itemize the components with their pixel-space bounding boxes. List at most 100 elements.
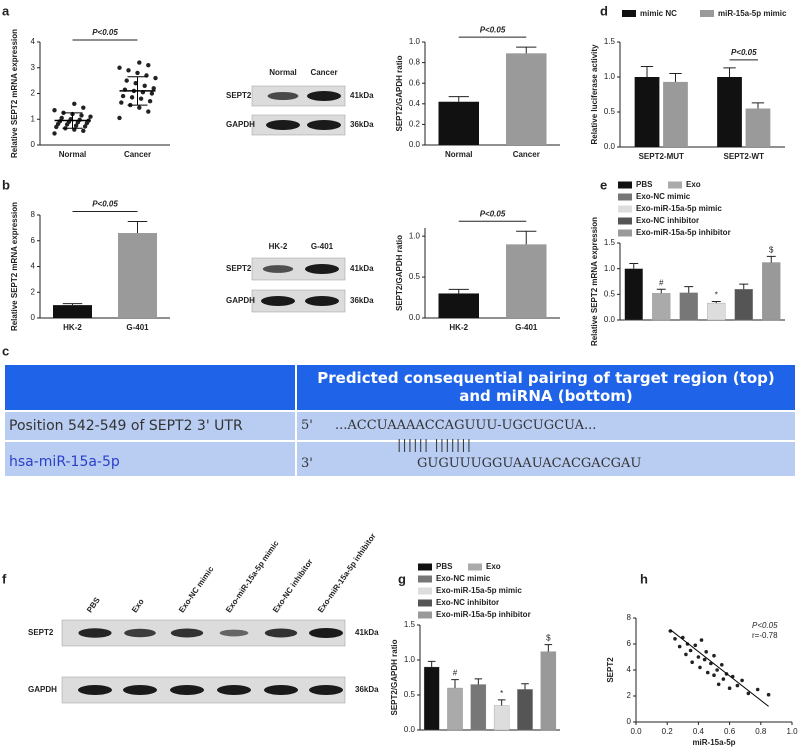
x-tick-label: HK-2 — [449, 323, 468, 332]
data-point — [120, 93, 126, 99]
x-tick-label: Cancer — [513, 150, 540, 159]
x-tick-label: 1.0 — [786, 727, 798, 736]
error-bar — [516, 230, 537, 245]
data-point — [704, 650, 708, 654]
legend-swatch — [618, 229, 632, 237]
y-tick-label: 0 — [31, 313, 36, 322]
legend-swatch — [418, 575, 432, 583]
blot-band — [307, 91, 341, 101]
bar — [717, 77, 742, 147]
legend-label: PBS — [436, 562, 453, 571]
y-tick-label: 2 — [627, 691, 632, 700]
data-point — [153, 75, 158, 81]
legend-swatch — [622, 10, 636, 17]
data-point — [699, 638, 704, 642]
error-bar — [497, 699, 506, 706]
y-tick-label: 0 — [31, 140, 36, 149]
legend-swatch — [418, 599, 432, 607]
data-point — [721, 677, 726, 681]
x-tick-label: G-401 — [126, 323, 149, 332]
blot-band — [124, 628, 156, 638]
table-cell: 5' ...ACCUAAAACCAGUUU-UGCUGCUA... — [295, 412, 795, 440]
y-tick-label: 1.0 — [404, 655, 416, 664]
blot-lane-label: Exo-miR-15a-5p mimic — [224, 538, 281, 614]
data-point — [77, 117, 82, 122]
data-point — [690, 660, 694, 664]
legend-label: Exo-miR-15a-5p mimic — [436, 586, 522, 595]
y-tick-label: 1.5 — [604, 37, 616, 46]
blot-size-label: 36kDa — [350, 296, 374, 305]
blot-lane-label: Normal — [269, 68, 297, 77]
bar — [679, 292, 698, 321]
blot-row-label: GAPDH — [226, 120, 255, 129]
data-point — [52, 108, 57, 113]
error-bar — [656, 288, 666, 294]
error-bar — [723, 67, 736, 77]
blot-lane-label: PBS — [85, 595, 102, 614]
x-tick-label: SEPT2-WT — [724, 152, 765, 161]
bar — [438, 101, 479, 145]
legend-swatch — [418, 587, 432, 595]
blot-row-label: GAPDH — [28, 685, 57, 694]
annotation: P<0.05 — [92, 200, 118, 209]
data-point — [146, 109, 151, 114]
data-point — [688, 648, 693, 653]
bar — [734, 289, 753, 321]
annotation: * — [715, 291, 718, 300]
x-tick-label: 0.4 — [693, 727, 705, 736]
legend-swatch — [418, 563, 432, 571]
data-point — [146, 62, 151, 68]
error-bar — [427, 660, 436, 667]
data-point — [81, 128, 86, 134]
x-tick-label: Cancer — [124, 150, 151, 159]
y-axis-label: SEPT2 — [606, 657, 615, 683]
x-tick-label: G-401 — [515, 323, 538, 332]
data-point — [73, 123, 79, 128]
y-tick-label: 8 — [31, 210, 36, 219]
legend-swatch — [618, 205, 632, 213]
y-tick-label: 0 — [627, 717, 632, 726]
data-point — [766, 692, 771, 697]
data-point — [727, 686, 732, 690]
data-point — [138, 96, 144, 101]
y-axis-label: Relative SEPT2 mRNA expression — [590, 217, 599, 346]
blot-band — [305, 296, 339, 306]
y-tick-label: 6 — [31, 236, 36, 245]
y-axis-label: Relative SEPT2 mRNA expression — [10, 202, 19, 331]
y-axis-label: SEPT2/GAPDH ratio — [390, 639, 399, 715]
y-tick-label: 0.8 — [409, 58, 421, 67]
legend-label: Exo-NC mimic — [436, 574, 491, 583]
y-tick-label: 0.5 — [604, 289, 616, 298]
bar — [634, 77, 660, 147]
legend-label: mimic NC — [640, 9, 677, 18]
annotation: P<0.05 — [752, 621, 778, 630]
legend-swatch — [700, 10, 714, 17]
panel-label: e — [600, 177, 607, 192]
pairing: |||||| ||||||| — [397, 438, 473, 453]
error-bar — [669, 73, 682, 82]
blot-band — [309, 628, 343, 638]
legend-swatch — [618, 193, 632, 201]
annotation: * — [500, 689, 503, 698]
error-bar — [629, 263, 639, 269]
blot-band — [307, 120, 341, 130]
data-point — [135, 70, 140, 76]
bar — [624, 268, 643, 321]
blot-band — [267, 92, 299, 100]
table-cell: Position 542-549 of SEPT2 3' UTR — [5, 412, 295, 440]
annotation: P<0.05 — [480, 209, 506, 218]
legend-swatch — [668, 181, 682, 189]
blot-size-label: 36kDa — [350, 120, 374, 129]
annotation: # — [659, 278, 664, 287]
error-bar — [448, 288, 469, 294]
data-point — [151, 86, 156, 91]
legend-label: Exo-miR-15a-5p inhibitor — [436, 610, 531, 619]
blot-band — [219, 629, 249, 637]
legend-swatch — [618, 181, 632, 189]
bar — [493, 705, 510, 731]
sequence: GUGUUUGGUAAUACACGACGAU — [417, 456, 642, 471]
legend-label: Exo-NC mimic — [636, 192, 691, 201]
error-bar — [640, 66, 654, 77]
blot-row-label: SEPT2 — [28, 628, 54, 637]
